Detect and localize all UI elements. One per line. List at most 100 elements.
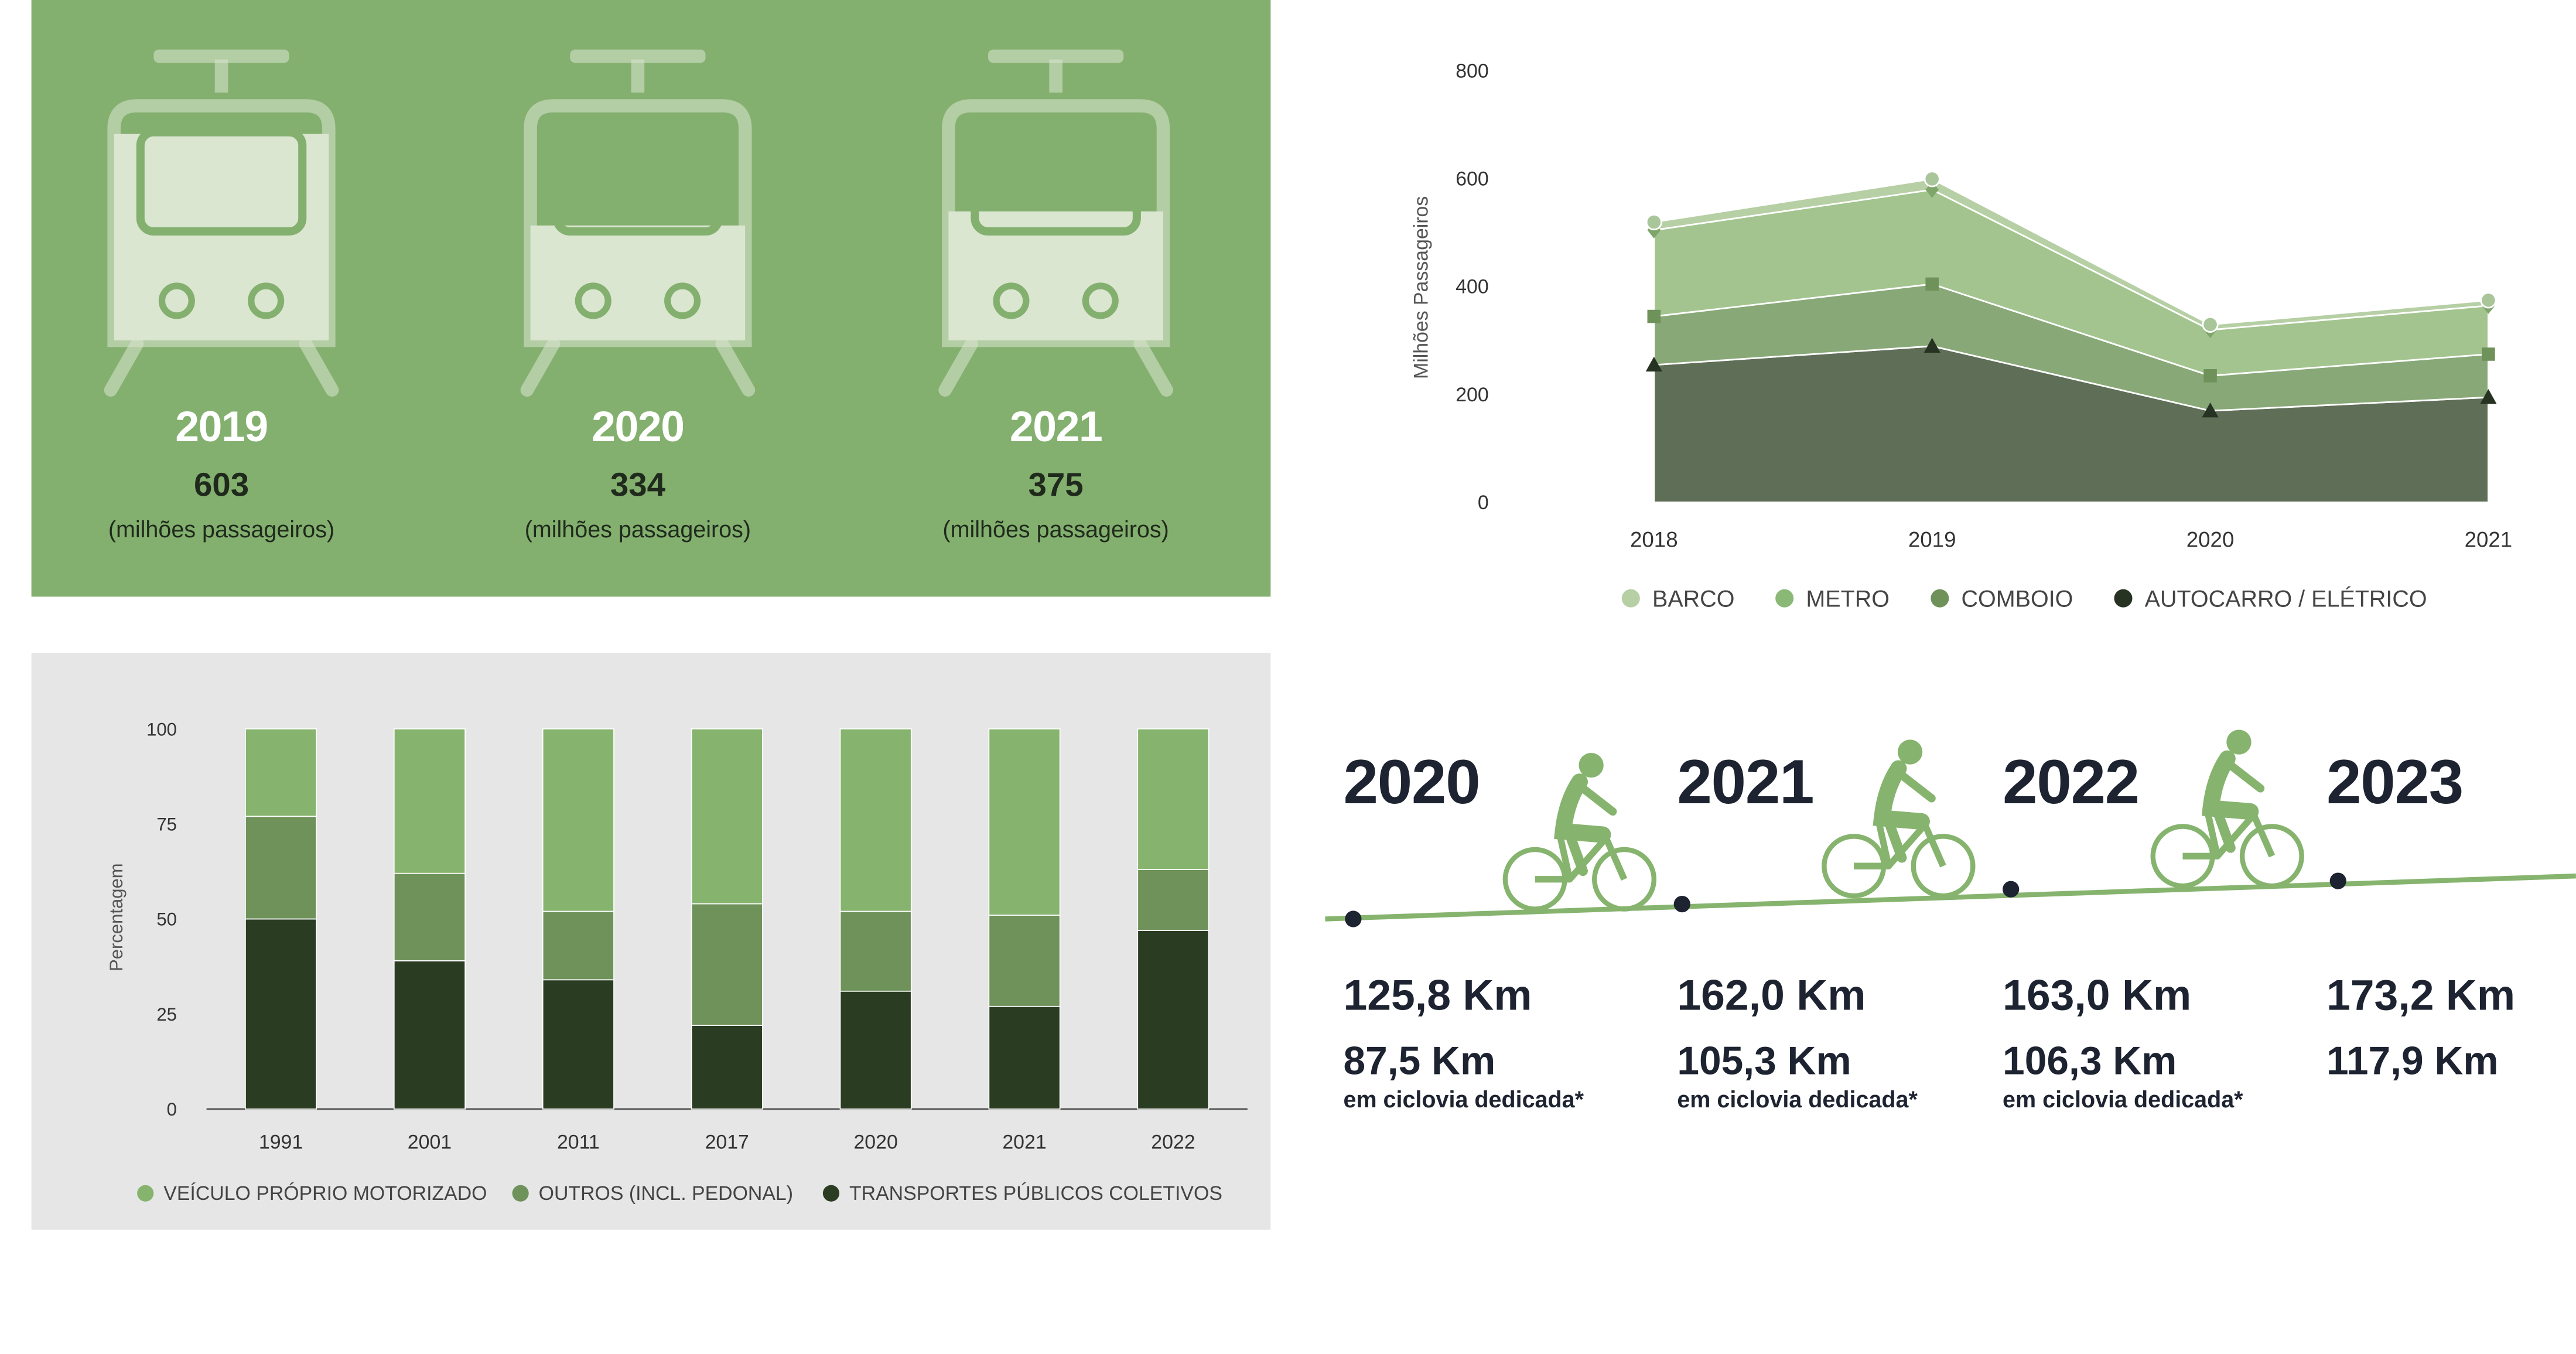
area-point [1924,337,1940,353]
cycle-timeline-graphic [1325,729,2576,927]
cyclist-icon [1502,752,1657,912]
cyclist-icon [2150,729,2304,889]
train-passengers-value: 375 [1028,468,1084,504]
x-tick-label: 2017 [705,1131,749,1154]
train-column-2020: 2020 334 (milhões passageiros) [447,0,860,596]
y-tick-label: 75 [156,814,177,835]
legend-label: OUTROS (INCL. PEDONAL) [539,1182,793,1205]
cycle-dedicated-km: 117,9 Km [2326,1039,2499,1084]
y-tick-label: 400 [1456,276,1488,298]
legend-marker [2114,589,2133,608]
bar-segment [1137,930,1210,1110]
area-point [1645,213,1662,231]
y-tick-label: 800 [1456,60,1488,83]
train-unit-label: (milhões passageiros) [942,516,1169,543]
x-tick-label: 2021 [1002,1131,1046,1154]
bar-segment [245,918,317,1110]
train-year: 2021 [1009,401,1103,452]
cycle-dedicated-km: 106,3 Km [2003,1039,2177,1084]
bar-segment [988,728,1061,916]
y-tick-label: 600 [1456,168,1488,190]
y-tick-label: 0 [167,1099,177,1120]
legend-marker [1931,589,1949,608]
cycle-dedicated-km: 105,3 Km [1677,1039,1851,1084]
bar-segment [542,979,614,1110]
train-icon [104,49,339,397]
train-icon [938,49,1173,397]
train-icon [520,49,756,397]
bar-chart: 0 25 50 75 100 Percentagem 1991 2001 2011 2017 202… [86,709,1263,1205]
area-point [1924,170,1940,187]
cycle-total-km: 162,0 Km [1677,970,1866,1020]
legend-marker [512,1185,529,1202]
cycle-dedicated-note: em ciclovia dedicada* [1677,1086,1918,1113]
legend-label: VEÍCULO PRÓPRIO MOTORIZADO [163,1182,487,1205]
x-tick-label: 1991 [259,1131,303,1154]
timeline-dot [1345,910,1362,927]
bar-segment [1137,728,1210,870]
area-point [2480,389,2497,404]
bar-segment [393,728,466,874]
cycle-dedicated-note: em ciclovia dedicada* [1343,1086,1584,1113]
cyclist-icon [1822,739,1976,899]
area-chart-panel: 0 200 400 600 800 Milhões Passageiros 2018 2019… [1321,0,2576,653]
bar-segment [691,903,763,1026]
legend-marker [822,1185,840,1202]
legend-label: BARCO [1652,586,1734,612]
area-point [2482,347,2495,361]
cycle-total-km: 173,2 Km [2326,970,2516,1020]
bar-chart-panel: 0 25 50 75 100 Percentagem 1991 2001 2011 2017 202… [31,653,1271,1230]
bar-segment [245,728,317,817]
bar-segment [839,728,912,912]
cycle-total-km: 125,8 Km [1343,970,1532,1020]
y-tick-label: 0 [1478,492,1489,514]
bar-segment [691,1025,763,1110]
cycle-year: 2023 [2326,748,2464,818]
area-point [2480,292,2497,309]
train-fill-level [114,134,329,341]
area-point [1925,277,1939,291]
legend-label: COMBOIO [1962,586,2073,612]
bar-segment [542,910,614,981]
cycle-lanes-panel: 2020 2021 2022 2023 125,8 Km 162,0 Km 16… [1321,653,2576,1232]
bar-segment [245,816,317,920]
cycle-year: 2022 [2003,748,2140,818]
x-tick-label: 2018 [1630,528,1678,552]
train-year: 2019 [175,401,268,452]
bar-segment [393,960,466,1110]
y-tick-label: 100 [146,719,177,739]
legend-marker [1775,589,1794,608]
bar-segment [988,1005,1061,1110]
bar-segment [393,872,466,961]
timeline-dot [2329,872,2346,889]
x-tick-label: 2001 [408,1131,452,1154]
train-unit-label: (milhões passageiros) [108,516,335,543]
train-column-2021: 2021 375 (milhões passageiros) [866,0,1279,596]
train-passengers-value: 334 [610,468,665,504]
x-tick-label: 2020 [2186,528,2235,552]
timeline-dot [1673,895,1690,913]
bar-segment [839,990,912,1110]
cycle-dedicated-km: 87,5 Km [1343,1039,1496,1084]
area-point [1645,356,1662,372]
cycle-year: 2021 [1677,748,1814,818]
bar-segment [1137,869,1210,931]
area-point [1647,309,1661,323]
train-fill-level [530,225,746,341]
area-point [2202,403,2219,418]
legend-label: METRO [1806,586,1890,612]
y-tick-label: 200 [1456,384,1488,406]
cycle-year: 2020 [1343,748,1480,818]
bar-segment [542,728,614,912]
train-column-2019: 2019 603 (milhões passageiros) [32,0,445,596]
x-tick-label: 2011 [557,1131,600,1154]
x-tick-label: 2020 [853,1131,897,1154]
cycle-dedicated-note: em ciclovia dedicada* [2003,1086,2243,1113]
legend-marker [1621,589,1640,608]
y-axis-label: Percentagem [106,863,127,971]
x-tick-label: 2019 [1908,528,1956,552]
y-tick-label: 50 [156,909,177,930]
bar-segment [691,728,763,905]
area-point [2202,316,2219,333]
